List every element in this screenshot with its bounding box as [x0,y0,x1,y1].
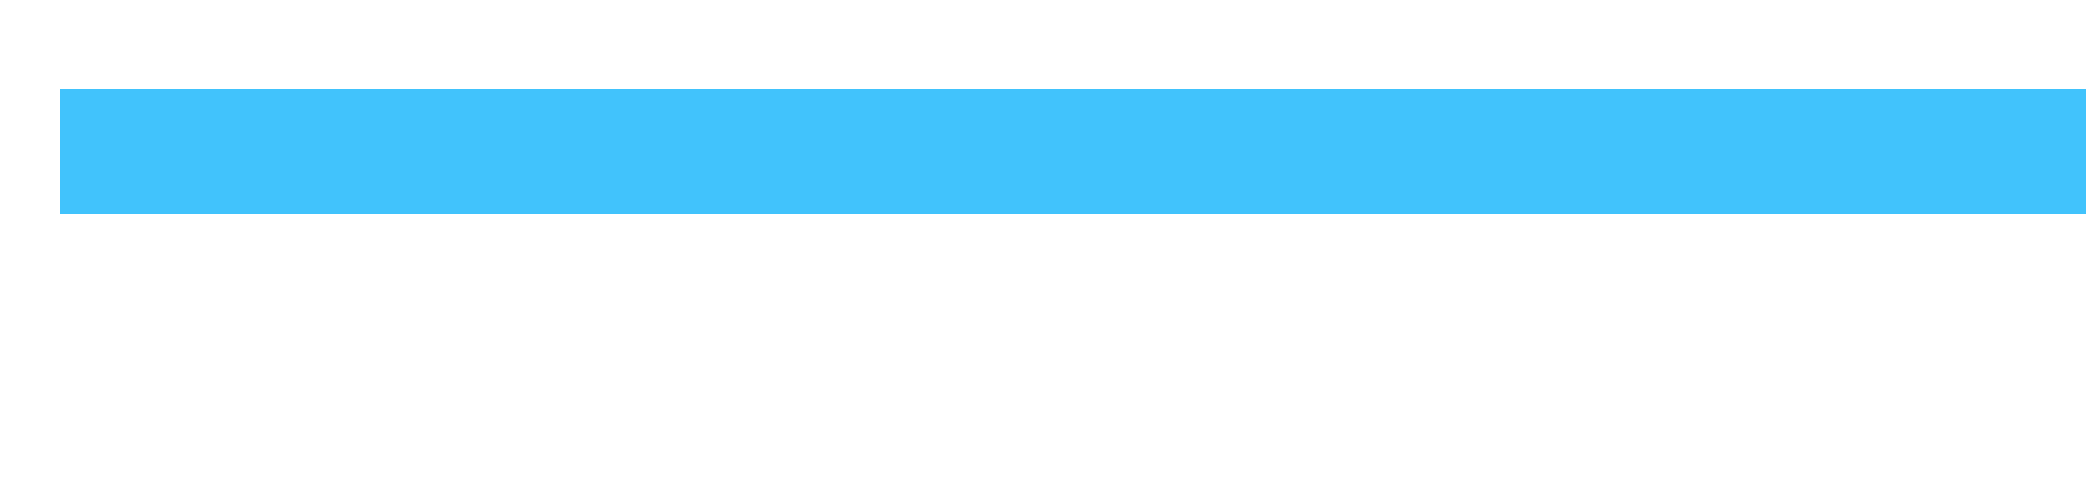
highlight-bar [60,89,2086,214]
